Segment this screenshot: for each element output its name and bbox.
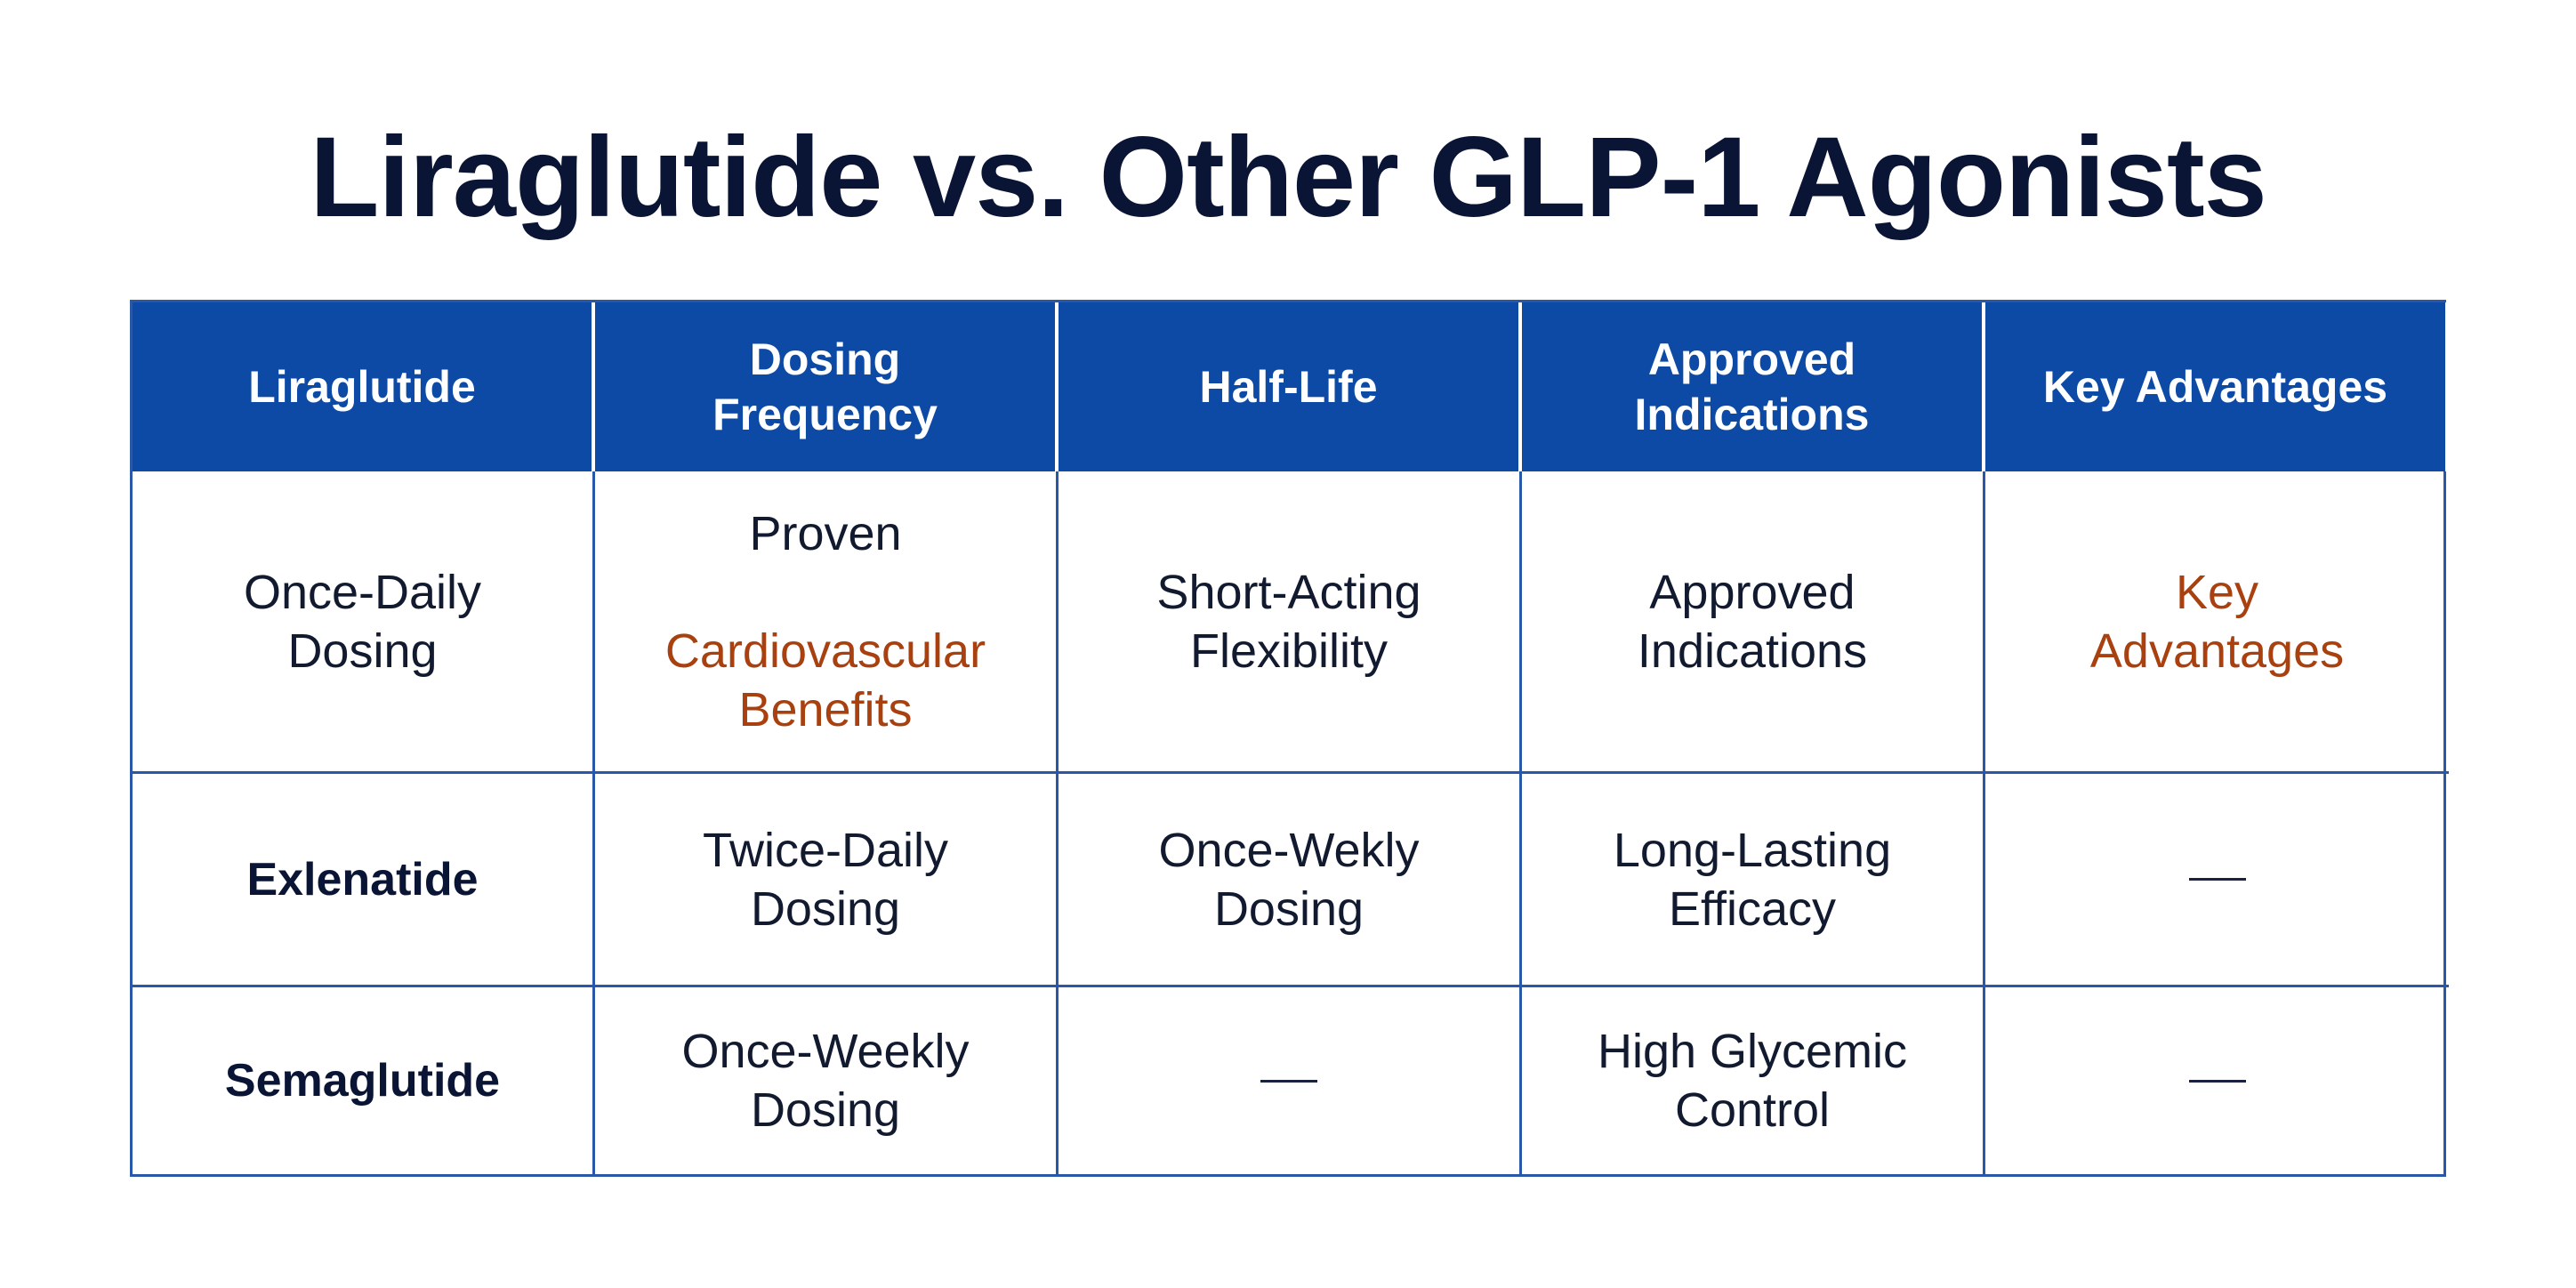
row-3-col-4: High Glycemic Control (1522, 987, 1985, 1174)
row-1-col-2-accent: Cardiovascular Benefits (664, 624, 986, 737)
page-title: Liraglutide vs. Other GLP-1 Agonists (310, 114, 2267, 241)
header-liraglutide: Liraglutide (133, 302, 595, 471)
row-3-col-2: Once-Weekly Dosing (595, 987, 1059, 1174)
empty-dash (2188, 878, 2246, 881)
header-dosing-frequency-label: Dosing Frequency (712, 334, 938, 439)
row-2-col-2: Twice-Daily Dosing (595, 774, 1059, 987)
row-1-label: Once-Daily Dosing (133, 471, 595, 774)
row-3-col-3 (1059, 987, 1522, 1174)
header-approved-indications: Approved Indications (1522, 302, 1985, 471)
header-half-life: Half-Life (1059, 302, 1522, 471)
header-approved-indications-label: Approved Indications (1634, 334, 1870, 439)
row-1-col-5: Key Advantages (1985, 471, 2449, 774)
row-3-col-5 (1985, 987, 2449, 1174)
row-2-col-4: Long-Lasting Efficacy (1522, 774, 1985, 987)
header-dosing-frequency: Dosing Frequency (595, 302, 1059, 471)
row-1-col-2-content: Proven Cardiovascular Benefits (665, 446, 986, 798)
row-1-col-2-line1: Proven (749, 506, 902, 560)
row-2-label: Exlenatide (133, 774, 595, 987)
row-1-col-3: Short-Acting Flexibility (1059, 471, 1522, 774)
row-2-col-5 (1985, 774, 2449, 987)
empty-dash (2188, 1079, 2246, 1083)
header-key-advantages: Key Advantages (1985, 302, 2449, 471)
row-1-col-2: Proven Cardiovascular Benefits (595, 471, 1059, 774)
row-1-col-4: Approved Indications (1522, 471, 1985, 774)
row-3-label: Semaglutide (133, 987, 595, 1174)
empty-dash (1260, 1079, 1317, 1083)
comparison-table: Liraglutide Dosing Frequency Half-Life A… (130, 300, 2449, 1177)
row-2-col-3: Once-Wekly Dosing (1059, 774, 1522, 987)
